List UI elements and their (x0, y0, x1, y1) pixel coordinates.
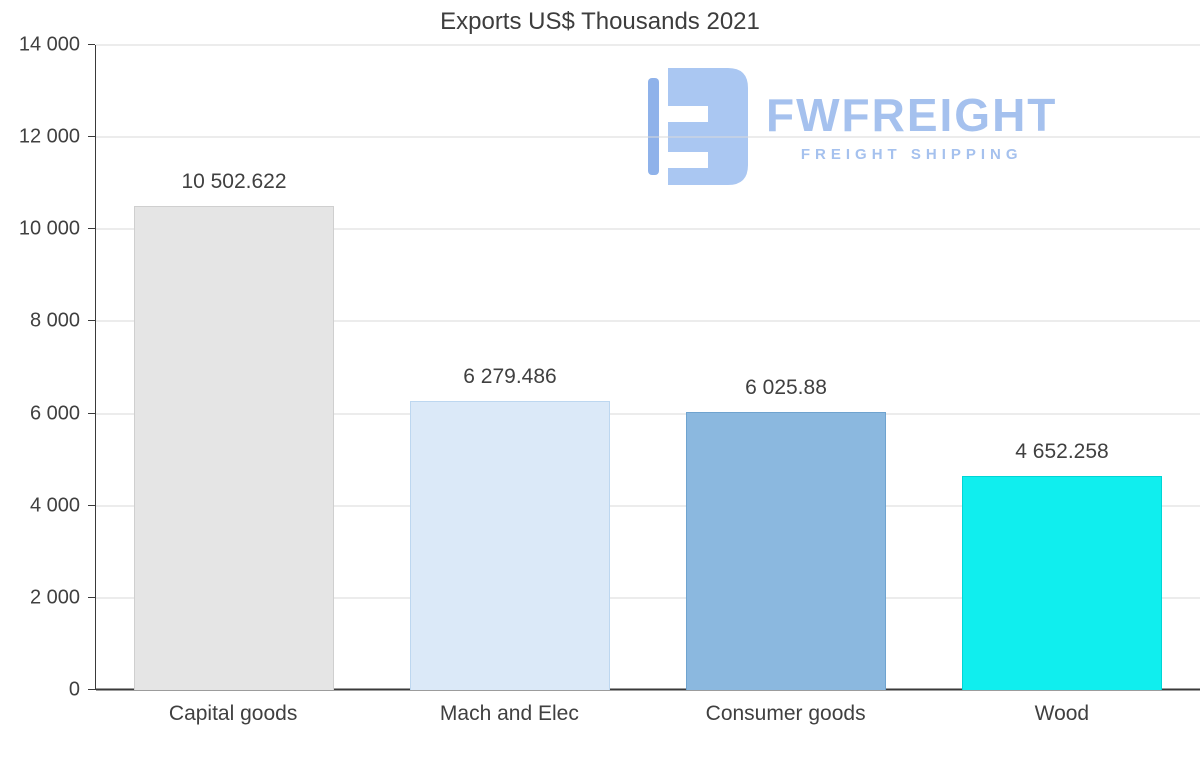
y-tick-mark (88, 228, 95, 230)
fwfreight-logo-icon (648, 68, 748, 185)
y-tick-label: 0 (68, 678, 80, 701)
y-tick-label: 6 000 (29, 402, 80, 425)
y-tick-mark (88, 504, 95, 506)
y-tick-label: 4 000 (29, 494, 80, 517)
gridline-8000 (96, 320, 1200, 322)
value-label: 6 025.88 (745, 376, 827, 400)
bar-slot: 4 652.258 (924, 45, 1200, 690)
x-tick-label: Mach and Elec (439, 702, 579, 725)
y-tick-mark (88, 44, 95, 45)
y-tick-label: 12 000 (18, 125, 80, 148)
gridline-6000 (96, 413, 1200, 415)
y-tick-mark (88, 689, 95, 690)
value-label: 4 652.258 (1015, 439, 1109, 463)
y-tick-mark (88, 596, 95, 598)
brand-text-block: FWFREIGHT FREIGHT SHIPPING (766, 92, 1057, 163)
gridline-4000 (96, 505, 1200, 507)
y-tick-mark (88, 320, 95, 322)
gridline-14000 (96, 44, 1200, 46)
gridline-2000 (96, 597, 1200, 599)
gridline-0 (96, 688, 1200, 691)
y-tick-label: 14 000 (18, 33, 80, 56)
gridline-10000 (96, 228, 1200, 230)
y-tick-label: 8 000 (29, 309, 80, 332)
gridline-12000 (96, 136, 1200, 138)
bar-mach-and-elec (410, 400, 610, 690)
y-axis-labels: 0 2 000 4 000 6 000 8 000 10 000 12 000 14 000 (0, 34, 95, 701)
bars-row: 10 502.622 6 279.486 6 025.88 4 652.258 (96, 45, 1200, 690)
x-tick-label: Consumer goods (705, 702, 866, 725)
value-label: 6 279.486 (463, 364, 557, 388)
brand-subtitle: FREIGHT SHIPPING (800, 146, 1023, 163)
value-label: 10 502.622 (181, 170, 287, 194)
y-tick-mark (88, 412, 95, 414)
plot-area: 10 502.622 6 279.486 6 025.88 4 652.258 (95, 44, 1200, 691)
brand-name: FWFREIGHT (766, 89, 1058, 141)
y-tick-label: 10 000 (18, 217, 80, 240)
bar-capital-goods (134, 206, 334, 690)
x-tick-label: Wood (1034, 702, 1090, 725)
y-tick-mark (88, 136, 95, 138)
bar-slot: 6 279.486 (372, 45, 648, 690)
brand-watermark: FWFREIGHT FREIGHT SHIPPING (648, 68, 1057, 185)
chart-title: Exports US$ Thousands 2021 (440, 8, 760, 35)
x-axis-labels: Capital goods Mach and Elec Consumer goods… (95, 702, 1200, 726)
bar-wood (962, 475, 1162, 690)
x-tick-label: Capital goods (168, 702, 298, 725)
y-tick-label: 2 000 (29, 586, 80, 609)
bar-slot: 10 502.622 (96, 45, 372, 690)
bar-consumer-goods (686, 412, 886, 690)
bar-slot: 6 025.88 (648, 45, 924, 690)
